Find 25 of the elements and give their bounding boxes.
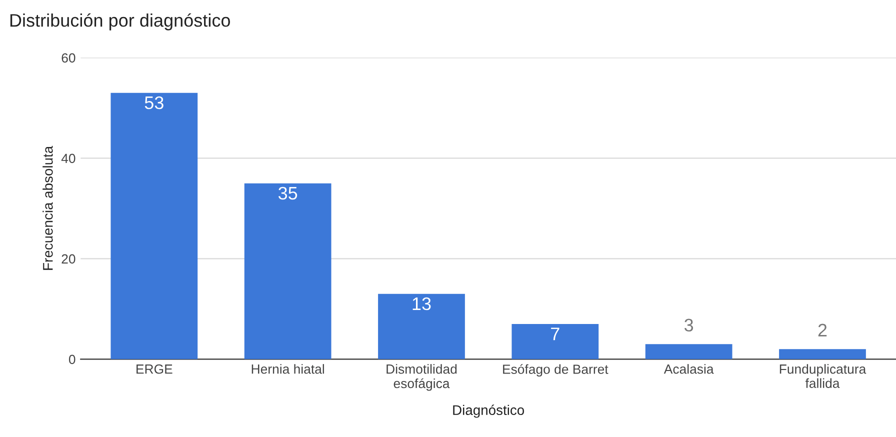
x-tick-label: Esófago de Barret bbox=[503, 364, 608, 377]
data-label: 2 bbox=[818, 324, 827, 336]
y-tick-label: 60 bbox=[62, 53, 76, 63]
bar bbox=[645, 344, 732, 360]
x-tick-label: ERGE bbox=[136, 364, 172, 374]
bar bbox=[378, 294, 465, 360]
bar bbox=[512, 324, 599, 360]
bar bbox=[244, 183, 332, 360]
x-axis-title: Diagnóstico bbox=[453, 404, 524, 418]
x-tick-label: Hernia hiatal bbox=[252, 364, 324, 374]
data-label: 53 bbox=[144, 96, 164, 110]
bar bbox=[110, 92, 198, 360]
y-tick-label: 0 bbox=[68, 354, 76, 364]
chart-title: Distribución por diagnóstico bbox=[10, 13, 230, 30]
data-label: 13 bbox=[412, 297, 431, 310]
x-tick-label: Funduplicatura fallida bbox=[780, 364, 866, 388]
data-label: 35 bbox=[278, 186, 298, 200]
data-label: 3 bbox=[684, 318, 694, 332]
bar bbox=[779, 349, 866, 360]
y-tick-label: 40 bbox=[61, 154, 76, 164]
x-tick-label: Dismotilidad esofágica bbox=[386, 364, 457, 391]
y-tick-label: 20 bbox=[62, 254, 76, 264]
x-tick-label: Acalasia bbox=[664, 364, 714, 374]
y-axis-title: Frecuencia absoluta bbox=[42, 146, 53, 270]
data-label: 7 bbox=[551, 328, 560, 340]
